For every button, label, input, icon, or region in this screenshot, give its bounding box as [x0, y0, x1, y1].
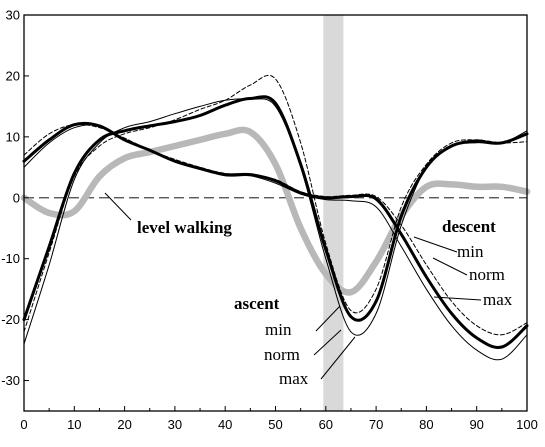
y-axis-ticks: 30 20 10 0 -10 -20 -30: [1, 8, 29, 388]
leader-line-descent-min: [413, 236, 458, 253]
y-tick-label: 0: [13, 190, 20, 205]
series-layer: [20, 74, 531, 361]
x-tick-label: 30: [168, 417, 182, 432]
series-line-ascent-norm: [22, 95, 529, 322]
annotation-ascent-norm: norm: [264, 345, 300, 364]
annotation-level-walking: level walking: [137, 218, 232, 237]
leader-line-level: [104, 192, 132, 221]
y-tick-label: -10: [1, 251, 20, 266]
x-tick-label: 90: [469, 417, 483, 432]
annotation-descent: descent: [442, 217, 496, 236]
x-tick-label: 70: [369, 417, 383, 432]
x-tick-label: 100: [516, 417, 538, 432]
x-tick-label: 40: [218, 417, 232, 432]
y-tick-label: 20: [6, 68, 20, 83]
y-tick-label: 10: [6, 129, 20, 144]
annotation-descent-min: min: [457, 242, 484, 261]
annotation-ascent-min: min: [265, 320, 292, 339]
x-tick-label: 10: [67, 417, 81, 432]
leader-line-ascent-norm: [313, 329, 342, 356]
y-tick-label: 30: [6, 8, 20, 23]
x-tick-label: 50: [268, 417, 282, 432]
shaded-band: [323, 15, 344, 411]
series-line-descent-min: [23, 123, 528, 336]
series-line-ascent-max: [23, 98, 528, 345]
annotation-leaders: [104, 192, 482, 380]
annotation-descent-norm: norm: [469, 265, 505, 284]
x-tick-label: 60: [319, 417, 333, 432]
leader-line-ascent-min: [315, 305, 341, 332]
leader-line-descent-norm: [432, 257, 468, 276]
y-tick-label: -30: [1, 373, 20, 388]
annotation-ascent: ascent: [234, 294, 280, 313]
series-line-ascent-min: [23, 74, 528, 333]
x-tick-label: 0: [20, 417, 27, 432]
x-tick-label: 80: [419, 417, 433, 432]
annotation-descent-max: max: [483, 290, 513, 309]
series-line-level: [20, 126, 531, 296]
series-line-descent-max: [23, 124, 528, 361]
x-axis-ticks: 0 10 20 30 40 50 60 70 80 90 100: [20, 406, 538, 432]
leader-line-descent-max: [433, 296, 482, 301]
y-tick-label: -20: [1, 312, 20, 327]
x-tick-label: 20: [117, 417, 131, 432]
annotation-ascent-max: max: [279, 369, 309, 388]
leader-line-ascent-max: [320, 336, 356, 380]
